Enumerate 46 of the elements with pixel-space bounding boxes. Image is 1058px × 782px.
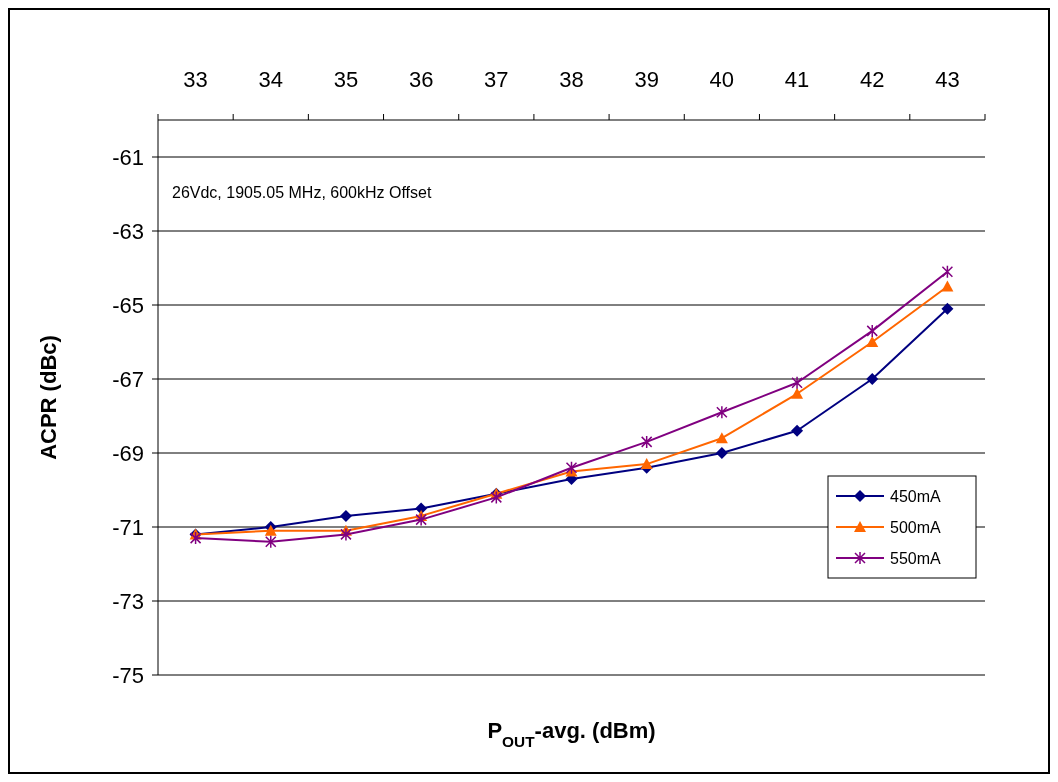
point <box>565 461 578 475</box>
legend-label: 450mA <box>890 487 942 505</box>
x-tick-label: 35 <box>333 67 359 92</box>
x-axis-title: P$_{OUT}$-avg. (dBm) <box>487 718 656 750</box>
point <box>340 527 352 542</box>
point <box>715 432 728 444</box>
legend-label: 500mA <box>890 518 942 536</box>
point <box>941 264 954 279</box>
x-tick-label: 34 <box>258 67 284 92</box>
point <box>189 531 202 545</box>
point <box>716 405 728 420</box>
point <box>415 512 427 527</box>
y-tick-label: -61 <box>112 144 144 170</box>
y-tick-label: -63 <box>112 218 144 244</box>
legend-label: 550mA <box>890 549 942 567</box>
point <box>339 509 352 522</box>
point <box>941 302 954 315</box>
y-tick-label: -71 <box>112 514 144 540</box>
x-tick-label: 38 <box>559 67 584 92</box>
point <box>490 490 503 505</box>
y-tick-label: -65 <box>112 292 144 318</box>
point <box>791 424 804 437</box>
x-tick-label: 37 <box>484 67 509 92</box>
x-tick-label: 42 <box>859 67 885 92</box>
y-tick-label: -75 <box>112 662 144 688</box>
y-tick-label: -67 <box>112 366 144 392</box>
x-tick-label: 39 <box>634 67 659 92</box>
x-tick-label: 33 <box>183 67 208 92</box>
point <box>866 324 878 338</box>
point <box>866 373 879 385</box>
y-axis-title: ACPR (dBc) <box>36 335 61 460</box>
point <box>791 387 804 399</box>
point <box>640 435 653 449</box>
point <box>791 375 803 390</box>
x-tick-label: 40 <box>709 67 735 92</box>
point <box>866 336 879 347</box>
x-tick-label: 36 <box>408 67 434 92</box>
annotation: 26Vdc, 1905.05 MHz, 600kHz Offset <box>172 184 432 201</box>
y-tick-label: -69 <box>112 440 144 466</box>
point <box>715 447 728 459</box>
x-tick-label: 41 <box>784 67 810 92</box>
point <box>941 280 954 292</box>
point <box>640 458 653 470</box>
x-tick-label: 43 <box>935 67 960 92</box>
y-tick-label: -73 <box>112 588 144 614</box>
point <box>265 535 277 549</box>
